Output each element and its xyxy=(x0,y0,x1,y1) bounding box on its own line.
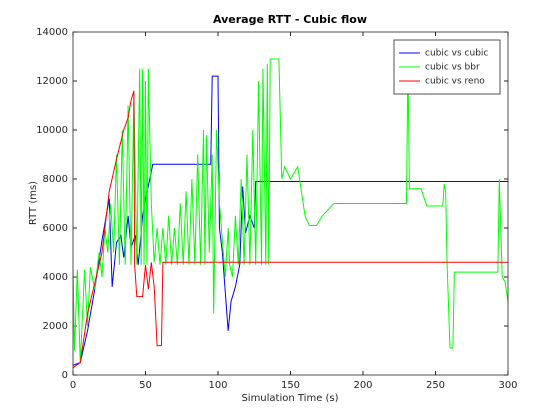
series-line xyxy=(73,58,508,363)
legend-label: cubic vs reno xyxy=(425,77,485,87)
series-line xyxy=(73,90,508,369)
y-tick-label: 6000 xyxy=(43,223,68,234)
x-tick-label: 50 xyxy=(139,380,152,391)
chart-title: Average RTT - Cubic flow xyxy=(213,13,367,26)
legend: cubic vs cubic cubic vs bbr cubic vs reno xyxy=(393,39,501,95)
y-tick-label: 12000 xyxy=(36,76,68,87)
x-tick-label: 300 xyxy=(498,380,517,391)
y-tick-label: 8000 xyxy=(43,174,68,185)
x-axis-label: Simulation Time (s) xyxy=(241,393,338,404)
series-line xyxy=(73,75,508,366)
x-tick-label: 0 xyxy=(70,380,76,391)
x-tick-label: 100 xyxy=(208,380,227,391)
legend-label: cubic vs cubic xyxy=(425,49,488,59)
x-tick-label: 150 xyxy=(281,380,300,391)
y-tick-label: 0 xyxy=(62,370,68,381)
y-tick-label: 4000 xyxy=(43,272,68,283)
y-axis-label: RTT (ms) xyxy=(28,181,39,225)
legend-label: cubic vs bbr xyxy=(425,63,480,73)
y-tick-label: 2000 xyxy=(43,321,68,332)
x-tick-label: 200 xyxy=(353,380,372,391)
y-tick-label: 10000 xyxy=(36,125,68,136)
y-tick-label: 14000 xyxy=(36,27,68,38)
axes-box xyxy=(72,31,509,376)
x-tick-label: 250 xyxy=(426,380,445,391)
